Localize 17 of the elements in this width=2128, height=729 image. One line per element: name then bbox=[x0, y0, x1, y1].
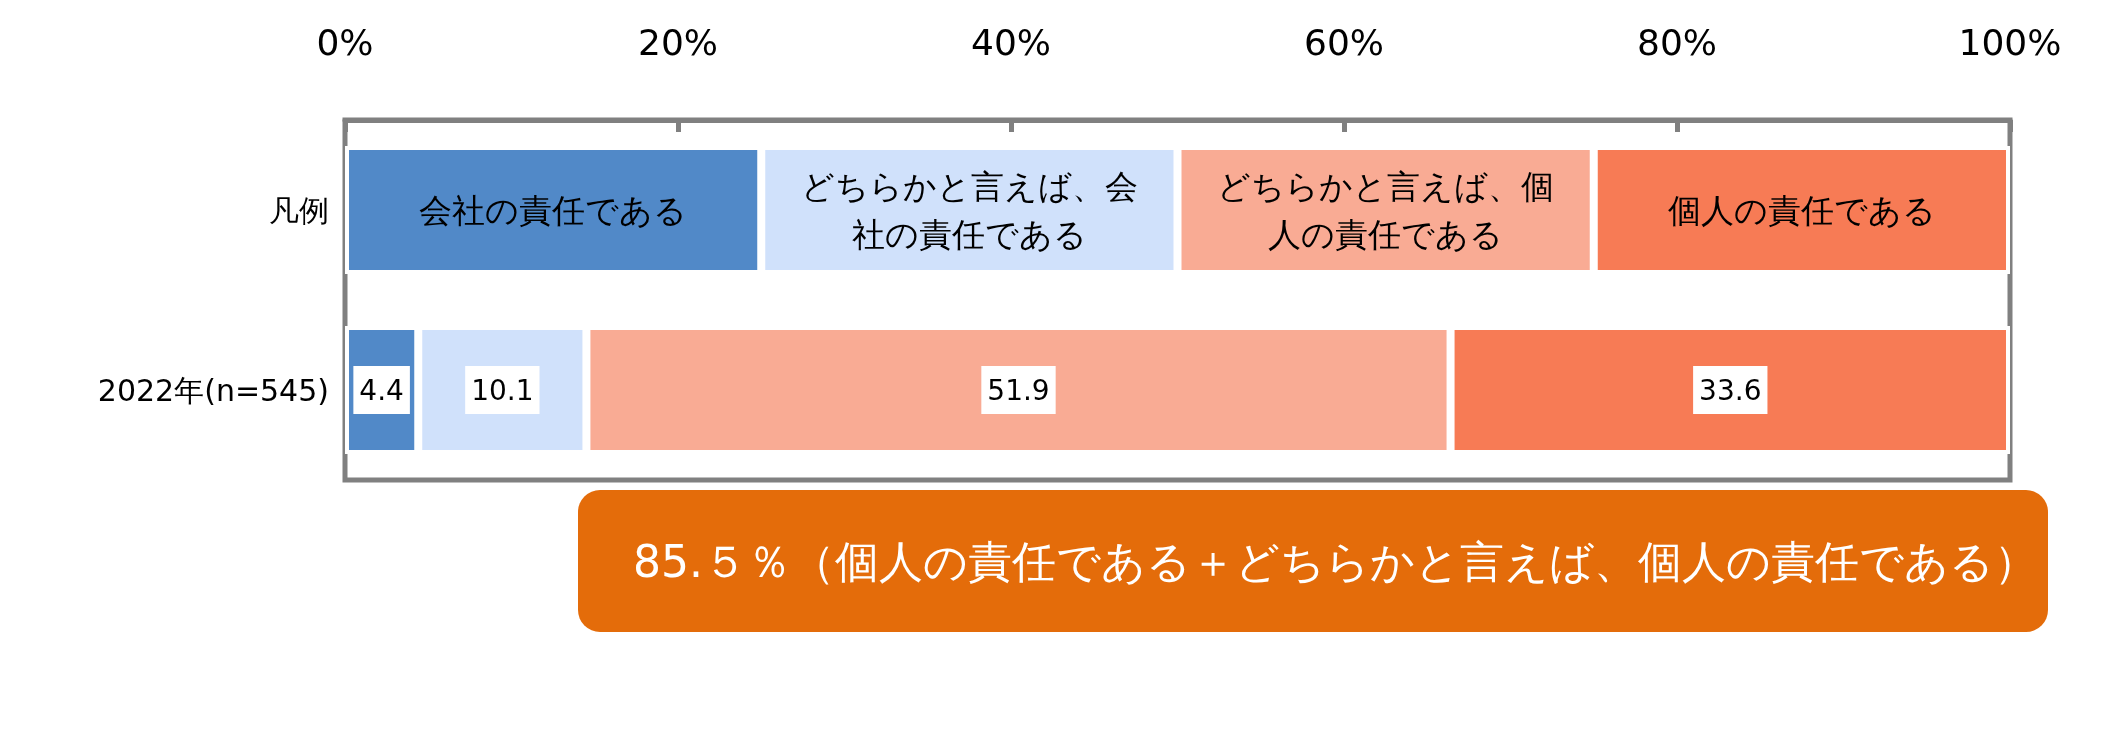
data-label: 51.9 bbox=[987, 373, 1050, 407]
x-tick-label: 80% bbox=[1636, 21, 1718, 63]
x-tick-label: 100% bbox=[1958, 21, 2062, 63]
data-label: 33.6 bbox=[1699, 373, 1762, 407]
data-label: 10.1 bbox=[471, 373, 534, 407]
x-tick-label: 40% bbox=[970, 21, 1052, 63]
x-tick-label: 20% bbox=[637, 21, 719, 63]
series-label: どちらかと言えば、個人の責任である bbox=[1217, 166, 1555, 254]
y-tick-label: 凡例 bbox=[269, 192, 329, 228]
series-label: どちらかと言えば、会社の責任である bbox=[800, 166, 1138, 254]
text: 85.５％（個人の責任である＋どちらかと言えば、個人の責任である） bbox=[633, 535, 2038, 587]
x-tick-label: 0% bbox=[316, 21, 374, 63]
y-tick-label: 2022年(n=545) bbox=[97, 372, 329, 408]
x-tick-label: 60% bbox=[1303, 21, 1385, 63]
series-label: 会社の責任である bbox=[419, 190, 688, 230]
data-label: 4.4 bbox=[359, 373, 404, 407]
series-label: 個人の責任である bbox=[1667, 190, 1936, 230]
